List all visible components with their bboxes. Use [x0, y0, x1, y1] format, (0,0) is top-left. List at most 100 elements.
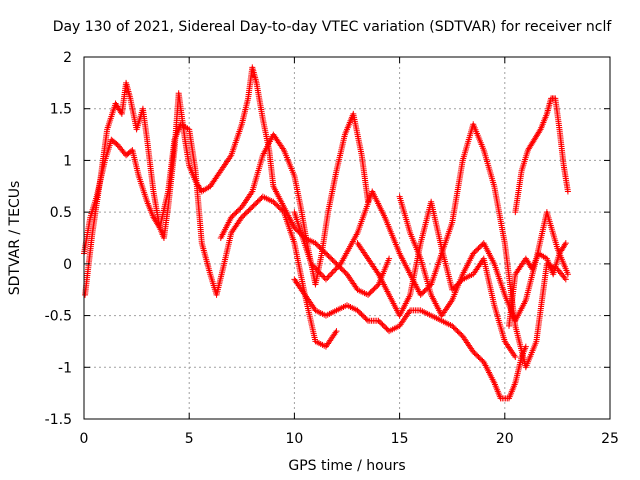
data-point	[270, 198, 277, 205]
data-point	[325, 273, 332, 280]
plot-frame	[83, 56, 611, 420]
data-point	[380, 322, 387, 329]
series-track-9	[512, 95, 571, 216]
data-point	[312, 265, 319, 272]
data-point	[562, 276, 569, 283]
data-point	[332, 266, 339, 273]
data-point	[332, 259, 339, 266]
y-tick-label: 0	[63, 257, 72, 273]
data-point	[326, 254, 333, 261]
data-point	[470, 250, 477, 257]
data-point	[478, 356, 485, 363]
tick-layer: 0 5 10 15 20 25 -1.5 -1 -0.5 0 0.5 1 1.5 2	[45, 50, 619, 447]
data-point	[240, 213, 247, 220]
data-point	[326, 272, 333, 279]
data-point	[355, 308, 362, 315]
data-point	[370, 286, 377, 293]
data-point	[386, 255, 393, 262]
data-point	[457, 330, 464, 337]
data-point	[251, 201, 258, 208]
data-point	[561, 274, 568, 281]
data-point	[475, 353, 482, 360]
data-point	[379, 321, 386, 328]
x-tick-label: 25	[601, 431, 619, 447]
data-point	[451, 325, 458, 332]
data-point	[449, 322, 456, 329]
data-point	[359, 312, 366, 319]
y-tick-label: -0.5	[45, 309, 72, 325]
data-point	[328, 255, 335, 262]
data-point	[374, 282, 381, 289]
series-layer	[81, 64, 571, 402]
data-point	[368, 288, 375, 295]
data-point	[336, 262, 343, 269]
data-point	[308, 260, 315, 267]
data-point	[250, 202, 257, 209]
data-point	[291, 224, 298, 231]
data-point	[330, 267, 337, 274]
data-point	[271, 200, 278, 207]
data-point	[564, 188, 571, 195]
data-point	[371, 285, 378, 292]
series-track-8	[396, 193, 571, 324]
data-point	[365, 291, 372, 298]
series-track-10	[506, 240, 569, 329]
data-point	[272, 201, 279, 208]
data-point	[244, 209, 251, 216]
data-point	[313, 266, 320, 273]
series-track-7	[354, 198, 519, 360]
data-point	[561, 241, 568, 248]
data-point	[422, 286, 429, 293]
data-point	[254, 198, 261, 205]
data-point	[470, 348, 477, 355]
data-point	[471, 350, 478, 357]
data-point	[474, 246, 481, 253]
x-tick-label: 0	[80, 431, 89, 447]
data-point	[512, 353, 519, 360]
data-point	[472, 247, 479, 254]
data-point	[474, 352, 481, 359]
data-point	[329, 269, 336, 276]
x-tick-label: 10	[285, 431, 303, 447]
data-point	[338, 266, 345, 273]
data-point	[236, 206, 243, 213]
data-point	[317, 270, 324, 277]
data-point	[233, 209, 240, 216]
data-point	[333, 328, 340, 335]
y-tick-label: 1	[63, 153, 72, 169]
data-point	[367, 289, 374, 296]
data-point	[476, 355, 483, 362]
x-tick-label: 20	[496, 431, 514, 447]
data-point	[383, 325, 390, 332]
data-point	[246, 206, 253, 213]
series-track-4	[217, 110, 372, 288]
data-point	[232, 210, 239, 217]
data-point	[372, 284, 379, 291]
data-point	[242, 210, 249, 217]
data-point	[341, 268, 348, 275]
data-point	[275, 203, 282, 210]
data-point	[228, 214, 235, 221]
series-track-2	[82, 79, 214, 298]
data-point	[328, 270, 335, 277]
data-point	[314, 267, 321, 274]
data-point	[475, 245, 482, 252]
data-point	[479, 357, 486, 364]
x-axis-label: GPS time / hours	[288, 458, 405, 474]
data-point	[324, 251, 331, 258]
data-point	[522, 343, 529, 350]
data-point	[417, 291, 424, 298]
data-point	[316, 269, 323, 276]
grid-layer	[84, 57, 610, 419]
x-tick-label: 5	[185, 431, 194, 447]
data-point	[382, 324, 389, 331]
data-point	[562, 240, 569, 247]
data-point	[234, 207, 241, 214]
data-point	[418, 290, 425, 297]
y-tick-label: 2	[63, 50, 72, 66]
data-point	[313, 241, 320, 248]
data-point	[253, 200, 260, 207]
data-point	[249, 203, 256, 210]
